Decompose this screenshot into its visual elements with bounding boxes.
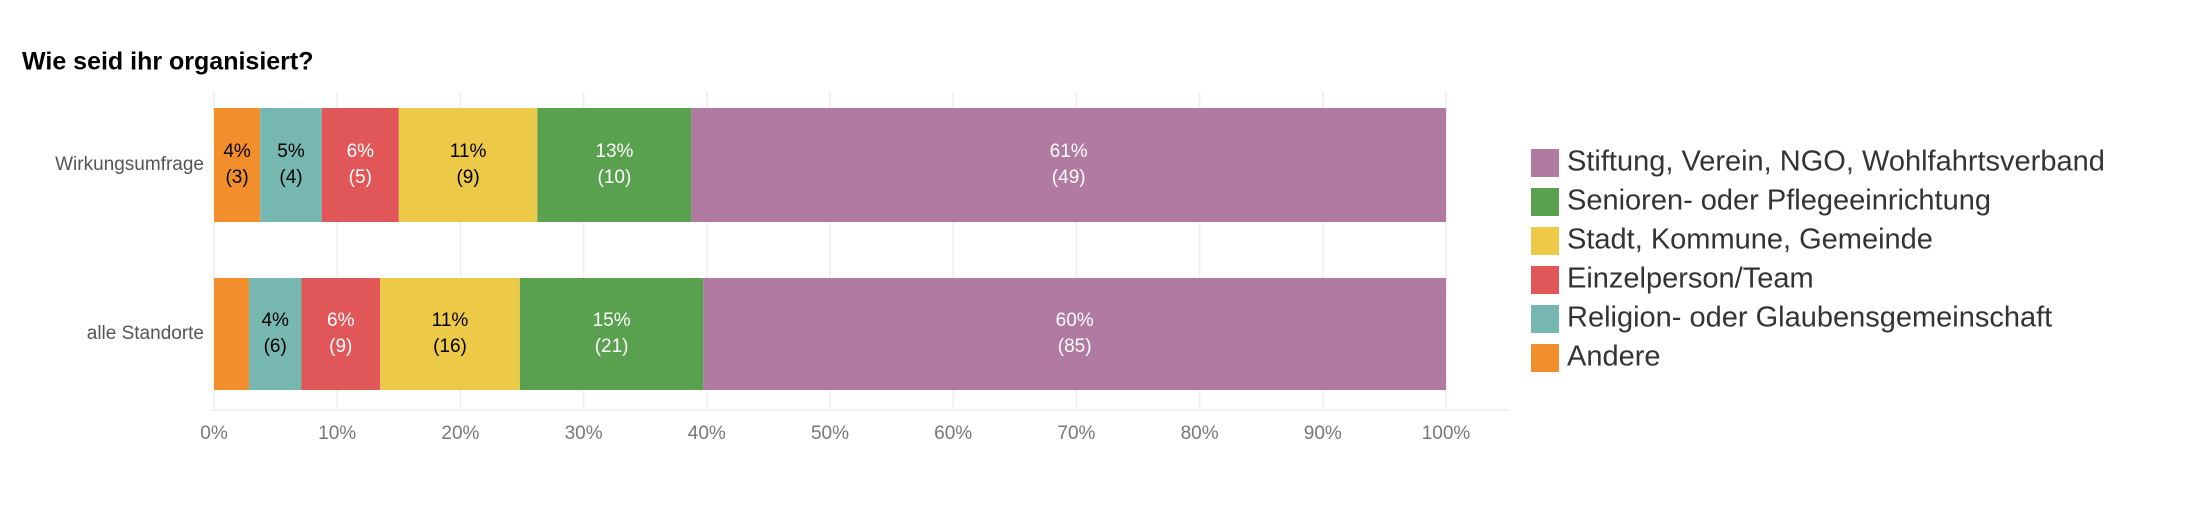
- count-label: (85): [1058, 336, 1092, 357]
- x-tick-label: 70%: [1057, 423, 1095, 444]
- count-label: (10): [598, 167, 632, 188]
- count-label: (16): [433, 336, 467, 357]
- count-label: (3): [225, 167, 248, 188]
- legend-label: Stiftung, Verein, NGO, Wohlfahrtsverband: [1567, 146, 2105, 178]
- legend-label: Andere: [1567, 341, 1661, 373]
- x-tick-label: 100%: [1422, 423, 1471, 444]
- count-label: (9): [329, 336, 352, 357]
- value-label: 11%: [450, 141, 487, 162]
- count-label: (21): [595, 336, 629, 357]
- value-label: 60%: [1056, 310, 1094, 331]
- bar-segment: [380, 278, 520, 390]
- count-label: (6): [264, 336, 287, 357]
- bar-segment: [214, 278, 249, 390]
- y-tick-label: alle Standorte: [87, 323, 204, 344]
- bar-segment: [398, 108, 538, 222]
- legend-swatch: [1531, 305, 1559, 333]
- bar-segment: [301, 278, 381, 390]
- x-tick-label: 40%: [688, 423, 726, 444]
- y-tick-label: Wirkungsumfrage: [55, 154, 204, 175]
- legend-label: Religion- oder Glaubensgemeinschaft: [1567, 302, 2052, 334]
- legend-swatch: [1531, 344, 1559, 372]
- count-label: (9): [456, 167, 479, 188]
- bar-segment: [691, 108, 1446, 222]
- count-label: (5): [349, 167, 372, 188]
- x-tick-label: 50%: [811, 423, 849, 444]
- bar-segment: [519, 278, 704, 390]
- value-label: 4%: [261, 310, 289, 331]
- legend-swatch: [1531, 149, 1559, 177]
- count-label: (49): [1052, 167, 1086, 188]
- x-tick-label: 10%: [318, 423, 356, 444]
- count-label: (4): [279, 167, 302, 188]
- value-label: 15%: [593, 310, 631, 331]
- bar-segment: [703, 278, 1446, 390]
- x-tick-label: 90%: [1304, 423, 1342, 444]
- x-tick-label: 0%: [200, 423, 228, 444]
- bar-segment: [248, 278, 302, 390]
- legend-swatch: [1531, 188, 1559, 216]
- value-label: 5%: [277, 141, 305, 162]
- value-label: 6%: [327, 310, 355, 331]
- value-label: 4%: [223, 141, 251, 162]
- legend-swatch: [1531, 227, 1559, 255]
- x-tick-label: 20%: [441, 423, 479, 444]
- legend-label: Stadt, Kommune, Gemeinde: [1567, 224, 1933, 256]
- value-label: 11%: [432, 310, 469, 331]
- x-tick-label: 30%: [565, 423, 603, 444]
- bar-segment: [537, 108, 692, 222]
- legend-label: Senioren- oder Pflegeeinrichtung: [1567, 185, 1991, 217]
- value-label: 61%: [1050, 141, 1088, 162]
- legend-swatch: [1531, 266, 1559, 294]
- value-label: 13%: [595, 141, 633, 162]
- x-tick-label: 60%: [934, 423, 972, 444]
- bar-segment: [321, 108, 399, 222]
- chart-title: Wie seid ihr organisiert?: [22, 48, 314, 76]
- bar-segment: [214, 108, 261, 222]
- value-label: 6%: [347, 141, 375, 162]
- x-tick-label: 80%: [1181, 423, 1219, 444]
- bar-segment: [260, 108, 322, 222]
- legend-label: Einzelperson/Team: [1567, 263, 1814, 295]
